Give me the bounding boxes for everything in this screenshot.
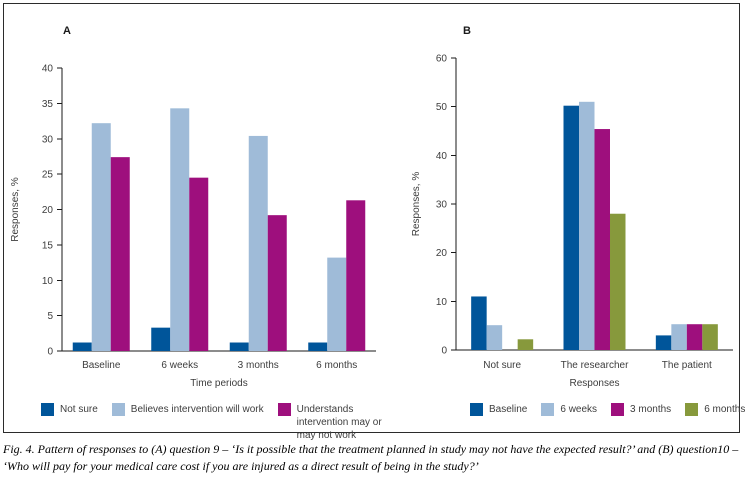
y-tick-label: 20 xyxy=(42,205,54,216)
x-axis-title: Responses xyxy=(569,378,619,389)
legend-b: Baseline 6 weeks 3 months 6 months xyxy=(384,403,745,416)
bar xyxy=(151,327,171,351)
y-tick-label: 30 xyxy=(436,200,448,211)
legend-swatch xyxy=(470,403,483,416)
bar-chart-b: B 0 10 20 30 40 50 60 Responses, % Not sure The re… xyxy=(411,25,733,389)
legend-item: 6 months xyxy=(685,403,745,416)
bar xyxy=(229,342,249,351)
legend-swatch xyxy=(111,403,125,416)
legend-swatch xyxy=(277,403,291,416)
x-tick-label: 3 months xyxy=(238,360,279,371)
legend-swatch xyxy=(611,403,625,416)
x-tick-label: Baseline xyxy=(82,360,121,371)
bar xyxy=(471,296,487,350)
x-tick-label: The researcher xyxy=(561,360,629,371)
legend-label: Baseline xyxy=(489,404,528,415)
legend-item: Believes intervention will work xyxy=(111,403,264,416)
bar xyxy=(91,123,111,351)
y-tick-label: 35 xyxy=(42,99,54,110)
bar xyxy=(563,105,579,351)
bar xyxy=(702,324,718,350)
legend-a: Not sure Believes intervention will work U… xyxy=(4,403,384,442)
y-tick-label: 20 xyxy=(436,248,448,259)
y-tick-label: 40 xyxy=(42,64,54,75)
bar xyxy=(594,129,610,350)
y-axis-title: Responses, % xyxy=(411,172,422,237)
bar xyxy=(308,342,328,351)
bar xyxy=(110,157,130,351)
figure-box: A 0 5 10 15 20 25 30 35 40 Responses, % Baseline 6 w… xyxy=(3,3,745,441)
legend-item: 6 weeks xyxy=(541,403,597,416)
legend-swatch xyxy=(541,403,555,416)
legend-label: Not sure xyxy=(60,404,98,415)
bar-chart-a: A 0 5 10 15 20 25 30 35 40 Responses, % Baseline 6 w… xyxy=(10,25,376,389)
y-tick-label: 10 xyxy=(436,297,448,308)
y-tick-label: 0 xyxy=(47,347,53,358)
legend-label: Believes intervention will work xyxy=(130,404,264,415)
legend-label: 6 weeks xyxy=(560,404,598,415)
legend-label: 6 months xyxy=(704,404,746,415)
x-tick-label: 6 weeks xyxy=(161,360,198,371)
panel-label: A xyxy=(63,25,71,37)
bar xyxy=(486,325,503,350)
legend-item: 3 months xyxy=(611,403,671,416)
bar xyxy=(517,339,534,350)
panel-label: B xyxy=(463,25,471,37)
legend-label: 3 months xyxy=(630,404,672,415)
bar xyxy=(327,257,347,351)
bar xyxy=(170,108,190,351)
y-tick-label: 30 xyxy=(42,134,54,145)
bar xyxy=(248,135,268,351)
figure-caption: Fig. 4. Pattern of responses to (A) ques… xyxy=(3,442,739,473)
y-tick-label: 5 xyxy=(47,311,53,322)
legend-item: Not sure xyxy=(41,403,98,416)
legend-swatch xyxy=(685,403,699,416)
y-tick-label: 10 xyxy=(42,276,54,287)
bar xyxy=(686,324,703,350)
y-tick-label: 60 xyxy=(436,54,448,65)
x-axis-title: Time periods xyxy=(190,378,247,389)
y-tick-label: 40 xyxy=(436,151,448,162)
bar xyxy=(267,215,287,351)
y-tick-label: 25 xyxy=(42,170,54,181)
legend-label: Understands intervention may or may not … xyxy=(296,404,382,441)
y-tick-label: 0 xyxy=(441,346,447,357)
bar xyxy=(579,101,595,350)
legend-item: Baseline xyxy=(470,403,527,416)
x-tick-label: 6 months xyxy=(316,360,357,371)
bar xyxy=(655,335,672,350)
legend-item: Understands intervention may or may not … xyxy=(277,403,384,442)
bar xyxy=(72,342,92,351)
bar xyxy=(189,177,209,351)
legend-swatch xyxy=(41,403,54,416)
bar xyxy=(346,200,366,351)
bar xyxy=(671,324,687,350)
panel-b: B 0 10 20 30 40 50 60 Responses, % Not sure The re… xyxy=(384,4,745,432)
panel-a: A 0 5 10 15 20 25 30 35 40 Responses, % Baseline 6 w… xyxy=(4,4,384,441)
x-tick-label: The patient xyxy=(662,360,712,371)
y-tick-label: 15 xyxy=(42,240,54,251)
bar xyxy=(610,213,626,350)
x-tick-label: Not sure xyxy=(483,360,521,371)
y-axis-title: Responses, % xyxy=(10,177,21,242)
y-tick-label: 50 xyxy=(436,102,448,113)
